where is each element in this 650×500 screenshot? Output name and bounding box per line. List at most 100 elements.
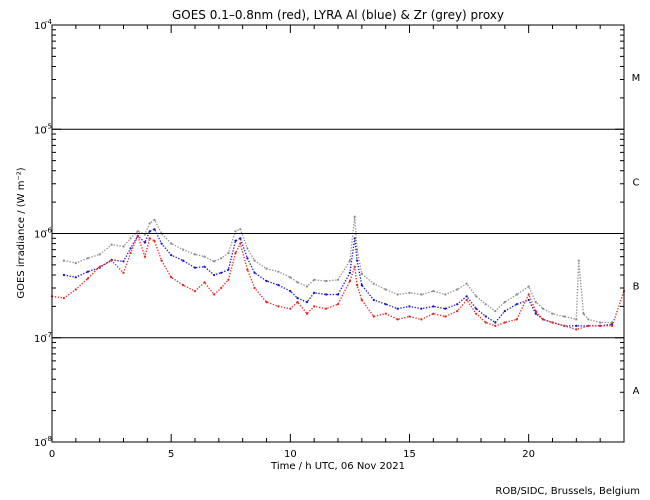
flare-class-label-M: M <box>632 73 641 84</box>
data-point <box>160 259 163 262</box>
data-point <box>296 281 299 284</box>
data-point <box>246 257 249 260</box>
data-point <box>384 312 387 315</box>
data-point <box>203 265 206 268</box>
data-point <box>153 228 156 231</box>
data-point <box>143 255 146 258</box>
flare-class-label-C: C <box>633 177 640 188</box>
data-point <box>253 259 256 262</box>
data-point <box>296 297 299 300</box>
data-point <box>239 242 242 245</box>
data-point <box>356 248 359 251</box>
data-point <box>353 237 356 240</box>
data-point <box>456 310 459 313</box>
data-point <box>305 312 309 315</box>
data-point <box>227 278 230 281</box>
data-point <box>148 230 151 233</box>
data-point <box>465 282 468 285</box>
x-tick-label: 0 <box>49 449 55 460</box>
data-point <box>305 301 309 304</box>
data-point <box>62 273 65 277</box>
data-point <box>289 290 292 293</box>
series-layer <box>50 215 626 331</box>
data-point <box>213 293 216 296</box>
data-point <box>494 324 497 327</box>
data-point <box>408 315 411 318</box>
data-point <box>193 266 197 269</box>
data-point <box>289 276 292 279</box>
data-point <box>348 259 351 262</box>
data-point <box>336 278 340 281</box>
data-point <box>372 282 375 285</box>
data-point <box>396 293 399 296</box>
data-point <box>503 310 506 313</box>
flare-class-label-A: A <box>633 386 640 397</box>
data-point <box>353 265 356 268</box>
data-point <box>239 237 242 240</box>
data-point <box>551 321 554 324</box>
data-point <box>253 271 256 274</box>
data-point <box>336 303 340 306</box>
data-point <box>74 276 77 279</box>
data-point <box>353 215 356 218</box>
data-point <box>213 273 216 277</box>
data-point <box>503 301 506 304</box>
data-point <box>575 318 578 321</box>
data-point <box>475 307 478 310</box>
y-tick-label-exponent: -4 <box>45 18 53 26</box>
data-point <box>62 259 65 262</box>
series-trace <box>63 216 613 324</box>
data-point <box>227 251 230 255</box>
data-point <box>313 305 316 308</box>
data-point <box>465 298 468 302</box>
data-point <box>98 265 101 268</box>
data-point <box>372 315 375 318</box>
data-point <box>563 315 566 318</box>
data-point <box>515 303 518 306</box>
data-point <box>484 315 487 318</box>
y-tick-label-exponent: -6 <box>45 227 53 235</box>
data-point <box>611 321 614 324</box>
data-point <box>541 307 545 310</box>
x-tick-label: 15 <box>403 449 416 460</box>
data-point <box>265 279 268 283</box>
x-axis-ticks: 0 5 10 15 20 <box>49 25 625 460</box>
data-point <box>313 278 316 281</box>
data-point <box>408 291 411 294</box>
data-point <box>129 237 132 240</box>
data-point <box>136 234 139 237</box>
data-point <box>86 257 89 260</box>
data-point <box>277 270 280 273</box>
data-point <box>289 307 292 310</box>
data-point <box>348 279 351 283</box>
data-point <box>98 253 101 256</box>
data-point <box>148 237 151 240</box>
data-point <box>527 285 530 288</box>
data-point <box>348 271 351 274</box>
data-point <box>220 257 223 260</box>
data-point <box>325 293 328 296</box>
data-point <box>475 295 478 298</box>
data-point <box>203 255 206 258</box>
credit-text: ROB/SIDC, Brussels, Belgium <box>495 486 640 497</box>
data-point <box>396 318 399 321</box>
y-tick-label-exponent: -7 <box>45 331 52 339</box>
x-tick-label: 20 <box>522 449 535 460</box>
data-point <box>599 321 602 324</box>
y-tick-label-base: 10 <box>34 125 47 136</box>
data-point <box>356 284 359 287</box>
data-point <box>444 293 447 296</box>
data-point <box>611 324 614 327</box>
data-point <box>587 318 590 321</box>
data-point <box>325 279 328 283</box>
data-point <box>420 318 423 321</box>
y-axis-ticks: 10-810-710-610-510-4 <box>34 18 624 449</box>
data-point <box>234 239 237 242</box>
data-point <box>408 305 411 308</box>
y-tick-label-base: 10 <box>34 21 47 32</box>
data-point <box>234 251 237 255</box>
x-axis-label: Time / h UTC, 06 Nov 2021 <box>270 461 405 472</box>
data-point <box>227 268 230 271</box>
series-0 <box>50 233 626 331</box>
data-point <box>484 321 487 324</box>
